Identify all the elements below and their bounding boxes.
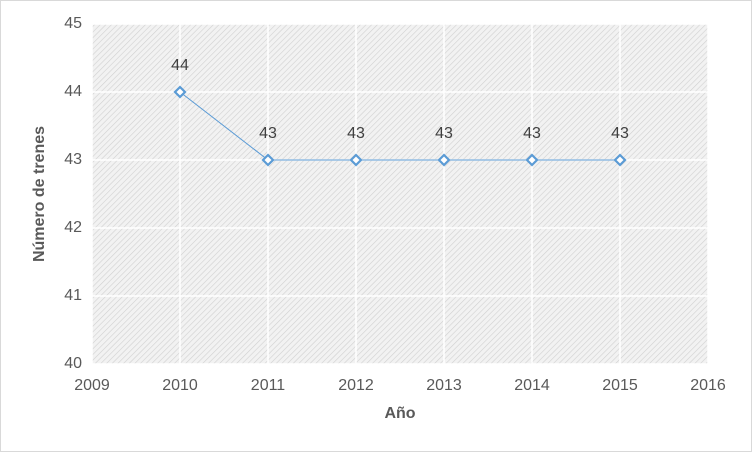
data-marker <box>173 85 187 99</box>
y-tick-label: 42 <box>64 219 82 236</box>
x-tick-label: 2014 <box>514 377 550 394</box>
data-label: 43 <box>259 125 277 142</box>
y-tick-label: 44 <box>64 83 82 100</box>
y-tick-label: 43 <box>64 151 82 168</box>
data-marker <box>349 153 363 167</box>
x-tick-label: 2011 <box>251 377 286 394</box>
x-tick-label: 2015 <box>602 377 638 394</box>
data-label: 43 <box>347 125 365 142</box>
data-label: 44 <box>171 57 189 74</box>
data-marker <box>613 153 627 167</box>
y-tick-label: 45 <box>64 15 82 32</box>
data-marker <box>261 153 275 167</box>
x-axis-title: Año <box>384 405 415 422</box>
data-label: 43 <box>523 125 541 142</box>
y-tick-label: 41 <box>64 287 82 304</box>
y-tick-label: 40 <box>64 355 82 372</box>
x-tick-label: 2009 <box>74 377 110 394</box>
x-tick-label: 2016 <box>690 377 726 394</box>
data-marker <box>525 153 539 167</box>
data-label: 43 <box>611 125 629 142</box>
y-axis-title: Número de trenes <box>31 126 48 262</box>
x-tick-label: 2013 <box>426 377 462 394</box>
x-tick-label: 2012 <box>338 377 374 394</box>
plot-area <box>92 24 708 364</box>
x-tick-label: 2010 <box>162 377 198 394</box>
data-line <box>179 91 620 161</box>
data-label: 43 <box>435 125 453 142</box>
data-marker <box>437 153 451 167</box>
